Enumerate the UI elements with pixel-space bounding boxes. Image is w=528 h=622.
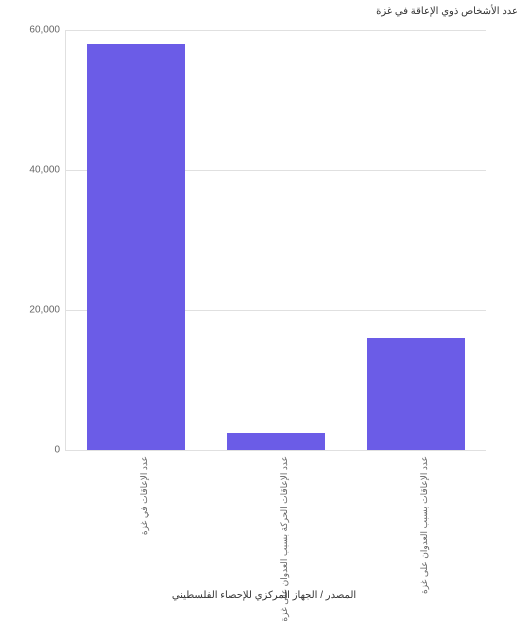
plot-area: 020,00040,00060,000عدد الإعاقات في غزةعد… [65,30,486,451]
y-tick-label: 60,000 [29,25,60,36]
x-tick-label: عدد الإعاقات في غزة [139,456,150,535]
y-tick-label: 40,000 [29,165,60,176]
y-tick-label: 20,000 [29,305,60,316]
x-axis-caption: المصدر / الجهاز المركزي للإحصاء الفلسطين… [0,590,528,601]
chart-title: عدد الأشخاص ذوي الإعاقة في غزة [376,6,518,17]
x-tick-label: عدد الإعاقات بسبب العدوان على غزة [419,456,430,594]
bar [87,44,185,450]
y-tick-label: 0 [54,445,60,456]
gridline [66,30,486,31]
bar [367,338,465,450]
bar [227,433,325,451]
